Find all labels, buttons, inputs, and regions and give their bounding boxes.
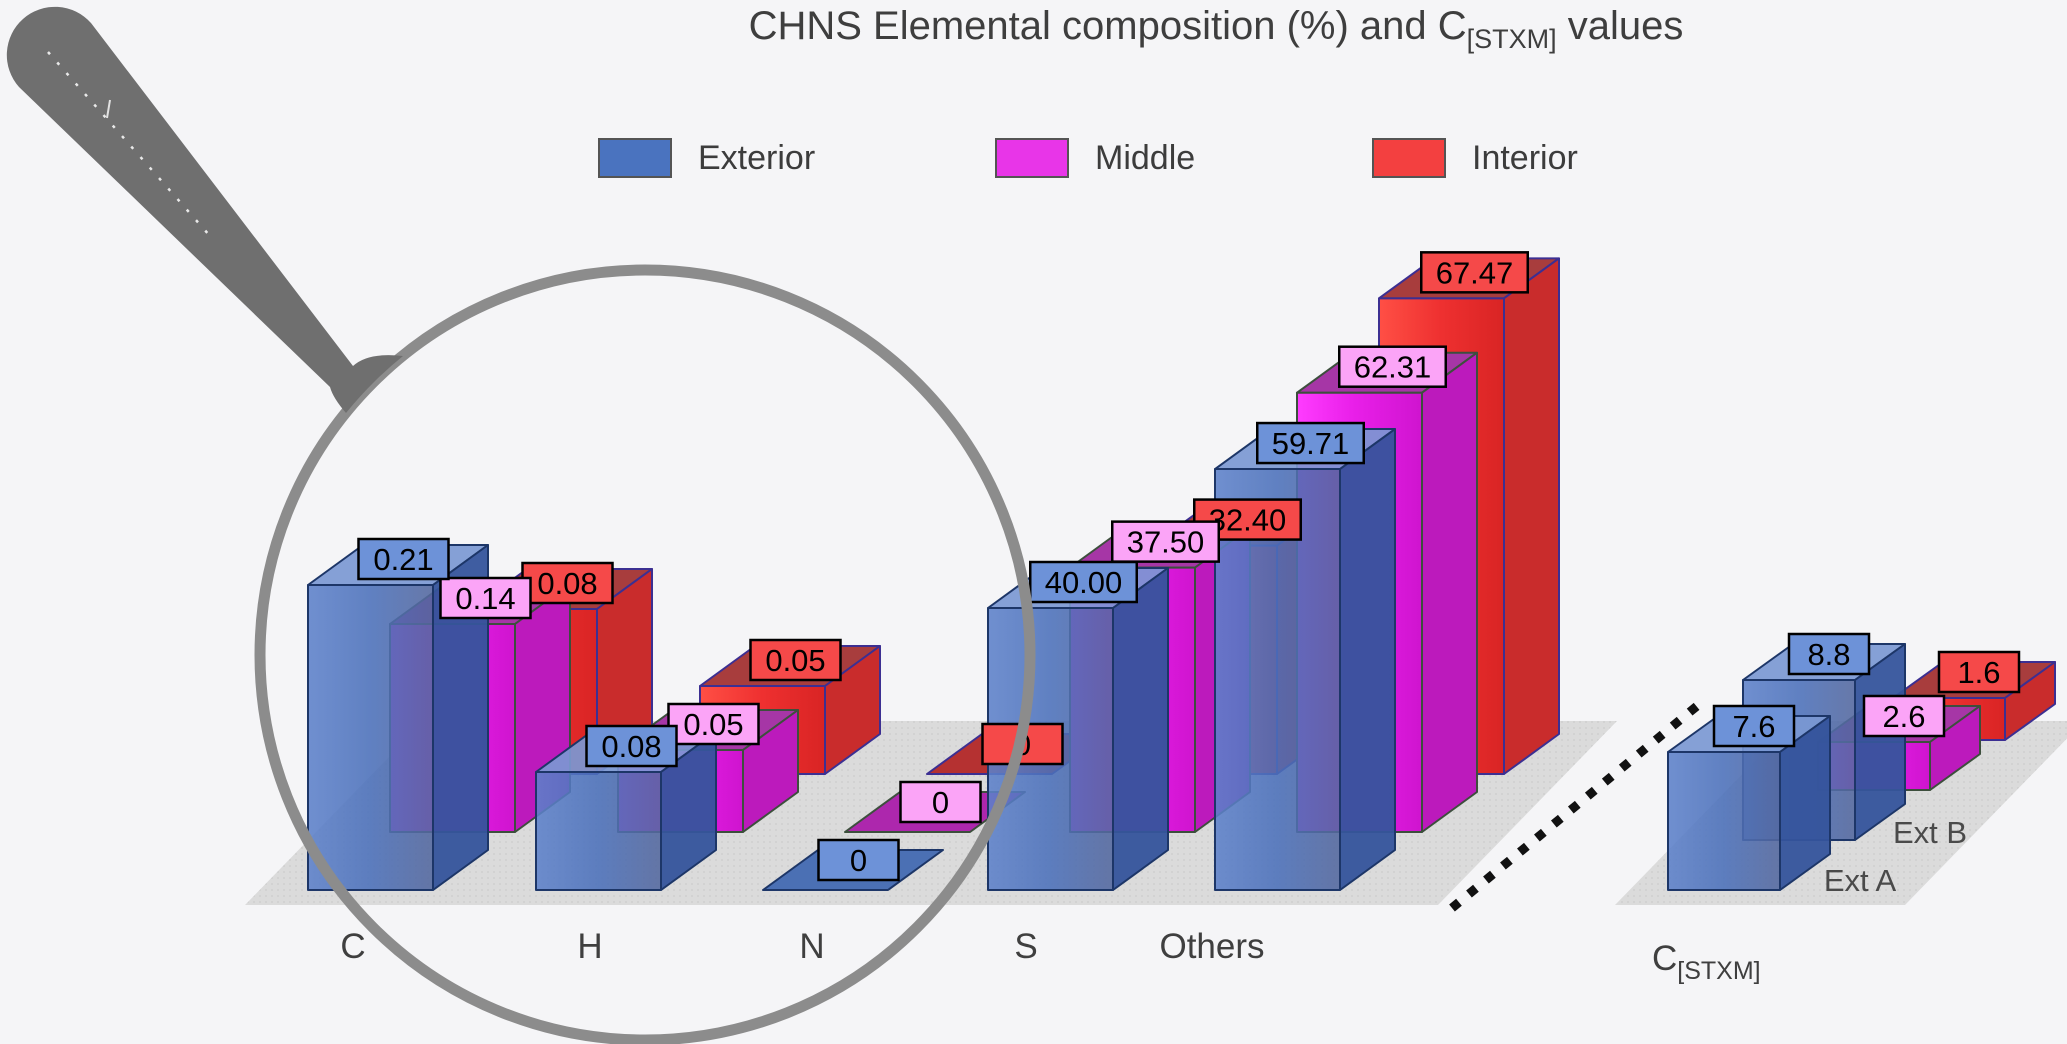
legend-item-interior: Interior (1372, 138, 1578, 178)
value-label-S-Exterior: 40.00 (1029, 560, 1138, 604)
value-label-stxm-1: 8.8 (1787, 632, 1871, 676)
value-label-S-Middle: 37.50 (1111, 520, 1220, 563)
value-label-S-Exterior-box (1029, 560, 1138, 604)
bar-S-Exterior-side (1112, 567, 1169, 891)
value-label-Others-Interior: 67.47 (1420, 251, 1529, 294)
value-label-S-Interior-text: 32.40 (1209, 503, 1287, 538)
value-label-Others-Middle: 62.31 (1338, 345, 1447, 388)
bar-Others-Exterior-side (1339, 428, 1396, 891)
value-label-stxm-1-box (1787, 632, 1871, 676)
value-label-Others-Exterior: 59.71 (1256, 421, 1365, 465)
value-label-stxm-3-box (1937, 650, 2021, 694)
value-label-H-Interior: 0.05 (749, 638, 842, 682)
bar-Others-Middle-side (1421, 351, 1478, 833)
value-label-Others-Middle-box (1338, 345, 1447, 388)
value-label-N-Exterior-text: 0 (850, 843, 867, 878)
value-label-stxm-3: 1.6 (1937, 650, 2021, 694)
value-label-stxm-2-text: 2.6 (1882, 699, 1925, 734)
value-label-C-Middle-text: 0.14 (455, 581, 515, 616)
legend-swatch-middle (995, 138, 1069, 178)
value-label-N-Exterior: 0 (817, 838, 900, 882)
value-label-H-Interior-box (749, 638, 842, 682)
value-label-N-Middle-text: 0 (932, 785, 949, 820)
stxm-axis-label-subscript: [STXM] (1677, 957, 1760, 985)
bar-Others-Exterior-front (1214, 468, 1341, 891)
value-label-N-Exterior-box (817, 838, 900, 882)
value-label-stxm-0-text: 7.6 (1732, 709, 1775, 744)
value-label-C-Exterior-box (357, 537, 450, 581)
value-label-H-Exterior: 0.08 (585, 724, 678, 768)
value-label-C-Middle-box (439, 576, 532, 620)
legend-label-interior: Interior (1472, 138, 1578, 177)
value-label-C-Exterior: 0.21 (357, 537, 450, 581)
value-label-S-Middle-box (1111, 520, 1220, 563)
value-label-Others-Middle-text: 62.31 (1354, 350, 1432, 385)
value-label-S-Middle-text: 37.50 (1127, 525, 1205, 560)
value-label-C-Middle: 0.14 (439, 576, 532, 620)
dotted-divider (1449, 702, 1700, 912)
category-label-Others: Others (1159, 927, 1264, 966)
value-label-H-Middle-text: 0.05 (683, 707, 743, 742)
legend-item-middle: Middle (995, 138, 1195, 178)
row-label-ext-a: Ext A (1824, 863, 1897, 898)
magnifier-lens (254, 264, 1036, 1044)
legend-item-exterior: Exterior (598, 138, 815, 178)
value-label-N-Middle-box (899, 780, 982, 824)
chart-title-prefix: CHNS Elemental composition (%) and C (748, 4, 1467, 48)
value-label-stxm-0-box (1712, 704, 1796, 748)
value-label-C-Interior: 0.08 (521, 561, 614, 605)
value-label-H-Middle-box (667, 702, 760, 746)
value-label-stxm-3-text: 1.6 (1957, 655, 2000, 690)
magnifier-handle (6, 6, 403, 413)
value-label-S-Exterior-text: 40.00 (1045, 565, 1123, 600)
value-label-stxm-1-text: 8.8 (1807, 637, 1850, 672)
stxm-axis-label: C[STXM] (1652, 939, 1761, 985)
value-label-H-Middle: 0.05 (667, 702, 760, 746)
bar-stxm-ext-a-front (1667, 751, 1781, 891)
bar-C-Exterior-front (307, 584, 434, 891)
bar-H-Exterior-front (535, 771, 662, 891)
chart-title-subscript: [STXM] (1466, 24, 1557, 54)
value-label-H-Interior-text: 0.05 (765, 643, 825, 678)
legend-label-exterior: Exterior (698, 138, 816, 177)
value-label-C-Interior-box (521, 561, 614, 605)
legend-swatch-interior (1372, 138, 1446, 178)
value-label-Others-Interior-text: 67.47 (1436, 255, 1514, 290)
value-label-H-Exterior-text: 0.08 (601, 729, 661, 764)
category-label-H: H (577, 927, 602, 966)
value-label-N-Middle: 0 (899, 780, 982, 824)
value-label-Others-Interior-box (1420, 251, 1529, 294)
value-label-stxm-2-box (1862, 694, 1946, 738)
legend-label-middle: Middle (1095, 138, 1196, 177)
value-label-C-Interior-text: 0.08 (537, 566, 597, 601)
magnifier-handle-tick (106, 99, 111, 119)
value-label-Others-Exterior-box (1256, 421, 1365, 465)
chart-title: CHNS Elemental composition (%) and C[STX… (749, 4, 1684, 55)
value-label-stxm-2: 2.6 (1862, 694, 1946, 738)
value-label-H-Exterior-box (585, 724, 678, 768)
category-label-C: C (340, 927, 365, 966)
category-label-N: N (799, 927, 824, 966)
bar-Others-Interior-side (1503, 257, 1560, 775)
legend-swatch-exterior (598, 138, 672, 178)
stxm-axis-label-base: C (1652, 939, 1677, 978)
value-label-C-Exterior-text: 0.21 (373, 542, 433, 577)
value-label-Others-Exterior-text: 59.71 (1272, 426, 1350, 461)
category-label-S: S (1014, 927, 1037, 966)
chart-title-suffix: values (1556, 4, 1684, 48)
row-label-ext-b: Ext B (1893, 815, 1967, 850)
value-label-stxm-0: 7.6 (1712, 704, 1796, 748)
